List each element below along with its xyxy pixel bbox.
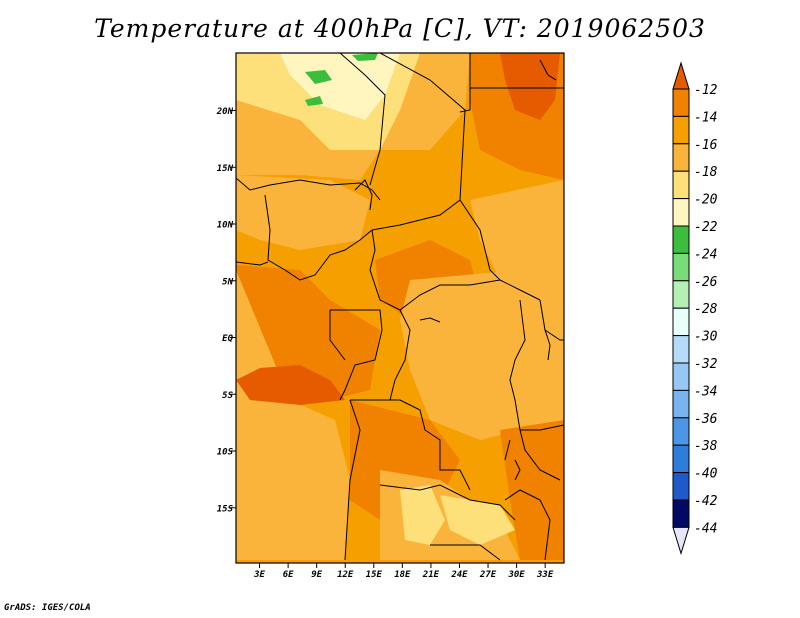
colorbar-label: -40 [694, 467, 718, 482]
colorbar-swatch [672, 444, 690, 474]
boundary-line [354, 179, 373, 211]
lon-tick-label: 33E [536, 570, 554, 580]
colorbar-swatch [672, 307, 690, 337]
colorbar-label: -24 [694, 247, 717, 262]
boundary-line [369, 229, 541, 311]
colorbar-label: -26 [694, 275, 718, 290]
boundary-line [520, 424, 564, 431]
lon-tick-label: 24E [450, 570, 468, 580]
colorbar-swatch [672, 417, 690, 446]
map-frame [235, 52, 565, 564]
lat-tick-label: 15N [217, 164, 234, 174]
colorbar-label: -16 [694, 138, 718, 153]
lon-tick-label: 3E [253, 570, 265, 580]
chart-title: Temperature at 400hPa [C], VT: 201906250… [94, 14, 706, 43]
lon-tick-label: 6E [283, 570, 294, 580]
credit-text: GrADS: IGES/COLA [4, 603, 91, 613]
boundary-line [236, 177, 381, 201]
colorbar-label: -18 [694, 165, 718, 180]
boundary-line [430, 544, 501, 561]
lon-tick-label: 9E [311, 570, 322, 580]
field-region [305, 96, 323, 106]
colorbar-swatch [672, 472, 690, 501]
colorbar-swatch [672, 170, 690, 200]
country-boundaries [236, 53, 564, 561]
lon-tick-label: 27E [479, 570, 497, 580]
boundary-line [339, 53, 386, 186]
colorbar-label: -30 [694, 330, 718, 345]
boundary-line [371, 53, 466, 231]
boundary-line [504, 439, 511, 461]
boundary-line [459, 199, 501, 281]
lat-tick-label: 10S [217, 448, 234, 458]
boundary-line [236, 261, 269, 266]
boundary-line [539, 299, 564, 341]
colorbar: -12 -14 -16 -18 -20 -22 -24 -26 -28 -30 -32 -34 -36 -… [672, 61, 718, 556]
field-region [280, 53, 400, 120]
lat-tick-label: 5S [222, 391, 233, 401]
colorbar-swatch [672, 88, 690, 117]
lon-tick-label: 12E [337, 570, 354, 580]
boundary-line [514, 459, 521, 481]
field-region [440, 495, 515, 545]
boundary-line [419, 317, 441, 323]
boundary-line [330, 309, 383, 401]
field-region [236, 365, 345, 405]
colorbar-swatch [672, 115, 690, 145]
lon-tick-label: 30E [507, 570, 525, 580]
colorbar-label: -42 [694, 494, 718, 509]
colorbar-swatch [672, 362, 690, 391]
colorbar-swatch [672, 280, 690, 309]
colorbar-label: -14 [694, 110, 717, 125]
boundary-line [459, 53, 471, 113]
colorbar-label: -12 [694, 83, 718, 98]
colorbar-label: -28 [694, 302, 718, 317]
colorbar-label: -34 [694, 384, 717, 399]
latitude-axis: 20N 15N 10N 5N EQ 5S 10S 15S [216, 107, 236, 514]
colorbar-swatch [672, 252, 690, 282]
lat-tick-label: 15S [217, 504, 234, 514]
colorbar-swatch [672, 389, 690, 419]
field-region [500, 420, 564, 560]
colorbar-swatch [672, 499, 690, 528]
boundary-line [379, 484, 516, 521]
boundary-line [329, 310, 346, 361]
colorbar-label: -22 [694, 220, 718, 235]
lon-tick-label: 15E [366, 570, 383, 580]
field-region [470, 180, 564, 290]
boundary-line [264, 194, 373, 281]
colorbar-swatch [672, 335, 690, 364]
longitude-axis: 3E 6E 9E 12E 15E 18E 21E 24E 27E 30E 33E [253, 563, 554, 580]
boundary-line [544, 329, 551, 361]
temperature-field [236, 53, 564, 563]
boundary-line [509, 299, 561, 481]
colorbar-arrow-top [672, 61, 690, 90]
boundary-line [344, 399, 361, 561]
field-region [400, 270, 564, 440]
field-region [352, 53, 378, 61]
colorbar-swatch [672, 225, 690, 254]
colorbar-swatch [672, 143, 690, 172]
lat-tick-label: EQ [222, 334, 233, 344]
field-region [305, 70, 332, 84]
colorbar-label: -36 [694, 412, 718, 427]
lat-tick-label: 20N [216, 107, 234, 117]
lat-tick-label: 10N [217, 221, 234, 231]
lon-tick-label: 18E [394, 570, 411, 580]
boundary-line [350, 399, 471, 491]
colorbar-label: -20 [694, 193, 718, 208]
colorbar-arrow-bottom [672, 526, 690, 556]
lon-tick-label: 21E [422, 570, 440, 580]
boundary-line [389, 309, 411, 401]
boundary-line [539, 59, 557, 81]
colorbar-swatch [672, 198, 690, 227]
field-region [400, 485, 445, 545]
lat-tick-label: 5N [222, 277, 233, 287]
colorbar-label: -44 [694, 521, 717, 536]
colorbar-label: -38 [694, 439, 718, 454]
field-region [236, 270, 350, 560]
boundary-line [504, 489, 551, 561]
colorbar-label: -32 [694, 357, 718, 372]
